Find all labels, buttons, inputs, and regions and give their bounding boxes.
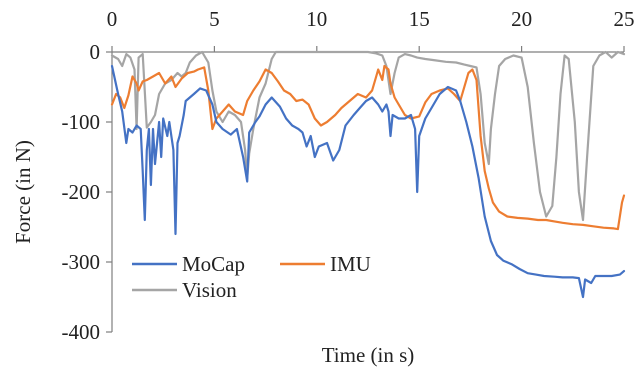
- y-tick-label: 0: [90, 40, 101, 64]
- series-layer: [110, 50, 626, 299]
- legend-label-imu: IMU: [330, 252, 371, 276]
- x-tick-label: 5: [209, 7, 220, 31]
- x-tick-label: 20: [511, 7, 532, 31]
- legend-label-vision: Vision: [182, 278, 237, 302]
- y-tick-label: -100: [62, 110, 101, 134]
- x-tick-label: 25: [614, 7, 635, 31]
- y-axis-title: Force (in N): [11, 140, 35, 244]
- axis-layer: 0 -100 -200 -300 -400 0 5 10 15 20 25: [62, 7, 635, 344]
- y-tick-label: -200: [62, 180, 101, 204]
- y-tick-label: -300: [62, 250, 101, 274]
- y-tick-label: -400: [62, 320, 101, 344]
- x-axis-title: Time (in s): [322, 343, 415, 367]
- series-line-mocap: [110, 64, 626, 299]
- x-tick-label: 0: [107, 7, 118, 31]
- x-tick-label: 10: [306, 7, 327, 31]
- x-tick-label: 15: [409, 7, 430, 31]
- series-line-vision: [110, 50, 626, 222]
- legend: MoCap IMU Vision: [132, 252, 371, 302]
- legend-label-mocap: MoCap: [182, 252, 245, 276]
- series-line-imu: [110, 64, 626, 231]
